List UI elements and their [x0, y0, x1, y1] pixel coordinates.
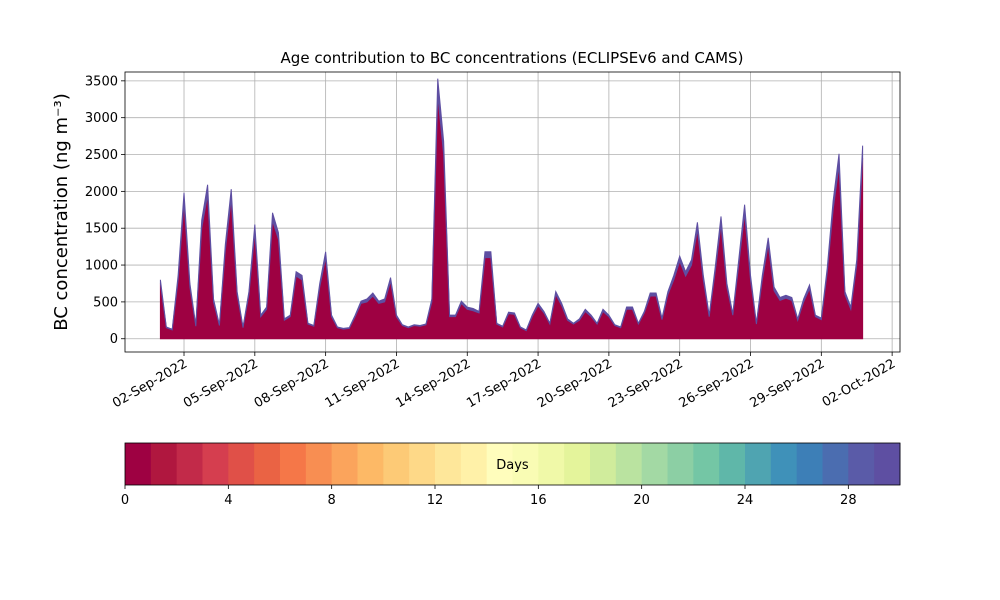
colorbar-swatch	[719, 443, 746, 485]
colorbar-swatch	[796, 443, 823, 485]
colorbar-swatch	[254, 443, 281, 485]
x-tick-label: 29-Sep-2022	[747, 356, 827, 411]
y-tick-label: 2500	[85, 148, 118, 163]
colorbar-swatch	[667, 443, 694, 485]
colorbar-swatch	[822, 443, 849, 485]
x-tick-label: 02-Oct-2022	[820, 356, 898, 410]
colorbar-swatch	[125, 443, 152, 485]
colorbar-swatch	[228, 443, 255, 485]
colorbar-tick-label: 8	[328, 493, 336, 508]
colorbar-tick-label: 16	[530, 493, 547, 508]
colorbar-swatch	[383, 443, 410, 485]
colorbar-swatch	[848, 443, 875, 485]
colorbar-tick-label: 12	[427, 493, 444, 508]
colorbar-swatch	[770, 443, 798, 485]
colorbar-swatch	[176, 443, 203, 485]
colorbar-swatch	[693, 443, 720, 485]
x-tick-label: 05-Sep-2022	[181, 356, 261, 411]
x-tick-label: 23-Sep-2022	[606, 356, 686, 411]
colorbar-tick-label: 24	[737, 493, 754, 508]
colorbar-swatch	[641, 443, 668, 485]
colorbar-swatch	[460, 443, 488, 485]
x-tick-label: 17-Sep-2022	[464, 356, 544, 411]
colorbar-swatch	[590, 443, 617, 485]
colorbar-swatch	[564, 443, 591, 485]
colorbar-swatch	[409, 443, 436, 485]
y-tick-label: 0	[110, 332, 118, 347]
colorbar-swatch	[280, 443, 307, 485]
x-tick-label: 02-Sep-2022	[110, 356, 190, 411]
x-tick-label: 20-Sep-2022	[535, 356, 615, 411]
x-tick-label: 14-Sep-2022	[393, 356, 473, 411]
colorbar-swatch	[874, 443, 901, 485]
y-tick-label: 1000	[85, 259, 118, 274]
y-tick-label: 2000	[85, 185, 118, 200]
plot-frame	[124, 71, 901, 353]
y-tick-label: 500	[93, 295, 118, 310]
colorbar-tick-label: 4	[224, 493, 232, 508]
y-tick-label: 3000	[85, 111, 118, 126]
x-tick-label: 11-Sep-2022	[323, 356, 403, 411]
colorbar-swatch	[745, 443, 772, 485]
y-tick-label: 3500	[85, 74, 118, 89]
colorbar-tick-label: 0	[121, 493, 129, 508]
colorbar-tick-label: 28	[840, 493, 857, 508]
colorbar-swatch	[486, 443, 513, 485]
colorbar-swatch	[615, 443, 643, 485]
colorbar-swatch	[331, 443, 358, 485]
colorbar-swatch	[150, 443, 178, 485]
colorbar-swatch	[357, 443, 384, 485]
x-tick-label: 08-Sep-2022	[252, 356, 332, 411]
colorbar-swatch	[538, 443, 565, 485]
chart-title: Age contribution to BC concentrations (E…	[281, 49, 744, 67]
colorbar-label: Days	[496, 458, 529, 473]
colorbar-swatch	[512, 443, 539, 485]
area	[159, 78, 864, 332]
x-tick-label: 26-Sep-2022	[677, 356, 757, 411]
colorbar-frame	[124, 442, 901, 486]
colorbar-swatch	[202, 443, 229, 485]
y-axis-label: BC concentration (ng m⁻³)	[51, 93, 72, 331]
y-tick-label: 1500	[85, 222, 118, 237]
colorbar-swatch	[305, 443, 333, 485]
colorbar-tick-label: 20	[633, 493, 650, 508]
colorbar-swatch	[435, 443, 462, 485]
